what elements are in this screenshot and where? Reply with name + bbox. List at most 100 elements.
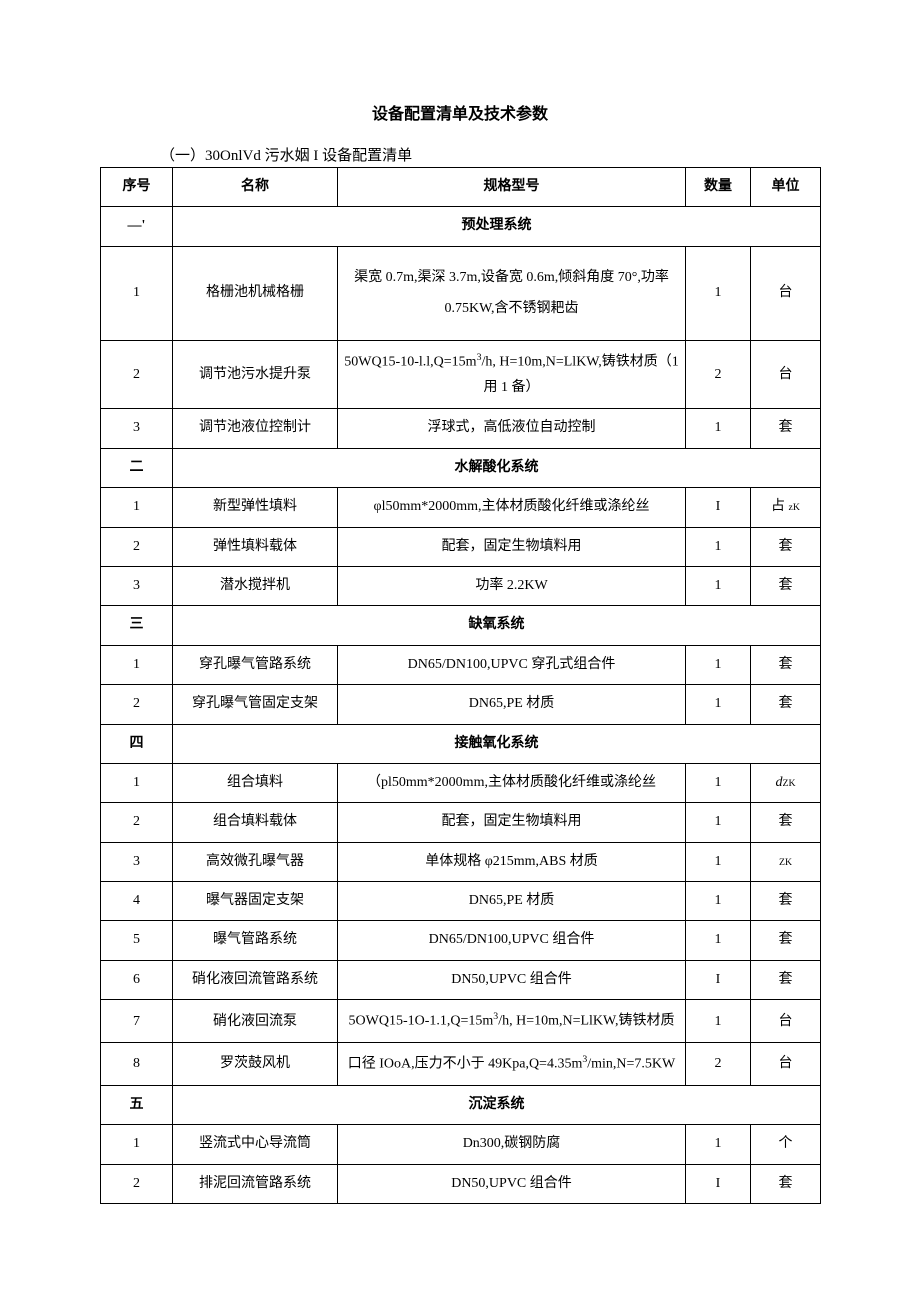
cell-seq: 8	[101, 1043, 173, 1086]
cell-spec: 配套，固定生物填料用	[338, 803, 686, 842]
cell-spec: 浮球式，高低液位自动控制	[338, 409, 686, 448]
cell-name: 格栅池机械格栅	[173, 246, 338, 341]
cell-unit: 套	[751, 960, 821, 999]
cell-seq: 2	[101, 1164, 173, 1203]
cell-unit: dZK	[751, 763, 821, 802]
document-title: 设备配置清单及技术参数	[100, 100, 820, 124]
cell-qty: I	[686, 960, 751, 999]
cell-name: 新型弹性填料	[173, 488, 338, 527]
cell-qty: 1	[686, 409, 751, 448]
table-row: 2调节池污水提升泵50WQ15-10-l.l,Q=15m3/h, H=10m,N…	[101, 341, 821, 409]
table-row: 7硝化液回流泵5OWQ15-1O-1.1,Q=15m3/h, H=10m,N=L…	[101, 1000, 821, 1043]
cell-seq: 3	[101, 842, 173, 881]
section-header-row: —'预处理系统	[101, 207, 821, 246]
cell-qty: 1	[686, 685, 751, 724]
table-row: 1穿孔曝气管路系统DN65/DN100,UPVC 穿孔式组合件1套	[101, 645, 821, 684]
cell-seq: 4	[101, 882, 173, 921]
header-seq: 序号	[101, 168, 173, 207]
table-row: 1新型弹性填料φl50mm*2000mm,主体材质酸化纤维或涤纶丝I占 zK	[101, 488, 821, 527]
cell-spec: φl50mm*2000mm,主体材质酸化纤维或涤纶丝	[338, 488, 686, 527]
section-title: 预处理系统	[173, 207, 821, 246]
cell-unit: 台	[751, 246, 821, 341]
section-label: 二	[101, 448, 173, 487]
cell-spec: DN65/DN100,UPVC 组合件	[338, 921, 686, 960]
cell-unit: 台	[751, 1000, 821, 1043]
cell-spec: Dn300,碳钢防腐	[338, 1125, 686, 1164]
cell-unit: 套	[751, 566, 821, 605]
cell-spec: 功率 2.2KW	[338, 566, 686, 605]
cell-name: 竖流式中心导流筒	[173, 1125, 338, 1164]
cell-unit: 套	[751, 645, 821, 684]
cell-spec: 配套，固定生物填料用	[338, 527, 686, 566]
cell-spec: 单体规格 φ215mm,ABS 材质	[338, 842, 686, 881]
cell-seq: 1	[101, 763, 173, 802]
cell-qty: 1	[686, 1000, 751, 1043]
cell-qty: 1	[686, 566, 751, 605]
section-label: —'	[101, 207, 173, 246]
cell-spec: （pl50mm*2000mm,主体材质酸化纤维或涤纶丝	[338, 763, 686, 802]
cell-name: 曝气管路系统	[173, 921, 338, 960]
cell-unit: 套	[751, 882, 821, 921]
document-page: 设备配置清单及技术参数 （一）30OnlVd 污水姻 I 设备配置清单 序号 名…	[100, 100, 820, 1204]
cell-spec: DN50,UPVC 组合件	[338, 1164, 686, 1203]
header-name: 名称	[173, 168, 338, 207]
section-header-row: 四接触氧化系统	[101, 724, 821, 763]
table-row: 1 格栅池机械格栅渠宽 0.7m,渠深 3.7m,设备宽 0.6m,倾斜角度 70…	[101, 246, 821, 341]
cell-qty: 1	[686, 645, 751, 684]
cell-spec: DN65,PE 材质	[338, 882, 686, 921]
cell-spec: DN65/DN100,UPVC 穿孔式组合件	[338, 645, 686, 684]
table-row: 2穿孔曝气管固定支架DN65,PE 材质1套	[101, 685, 821, 724]
cell-seq: 3	[101, 566, 173, 605]
section-label: 四	[101, 724, 173, 763]
table-body: —'预处理系统1格栅池机械格栅渠宽 0.7m,渠深 3.7m,设备宽 0.6m,…	[101, 207, 821, 1204]
section-title: 沉淀系统	[173, 1085, 821, 1124]
cell-name: 弹性填料载体	[173, 527, 338, 566]
cell-seq: 2	[101, 685, 173, 724]
cell-unit: 套	[751, 685, 821, 724]
cell-name: 硝化液回流泵	[173, 1000, 338, 1043]
cell-unit: 套	[751, 1164, 821, 1203]
cell-unit: 占 zK	[751, 488, 821, 527]
cell-name: 硝化液回流管路系统	[173, 960, 338, 999]
cell-unit: 套	[751, 803, 821, 842]
section-label: 五	[101, 1085, 173, 1124]
table-row: 3调节池液位控制计浮球式，高低液位自动控制1套	[101, 409, 821, 448]
cell-name: 穿孔曝气管固定支架	[173, 685, 338, 724]
header-spec: 规格型号	[338, 168, 686, 207]
document-subtitle: （一）30OnlVd 污水姻 I 设备配置清单	[160, 144, 820, 165]
cell-spec: 50WQ15-10-l.l,Q=15m3/h, H=10m,N=LlKW,铸铁材…	[338, 341, 686, 409]
cell-qty: 1	[686, 246, 751, 341]
cell-qty: 1	[686, 527, 751, 566]
cell-name: 高效微孔曝气器	[173, 842, 338, 881]
cell-qty: 1	[686, 842, 751, 881]
table-row: 4曝气器固定支架DN65,PE 材质1套	[101, 882, 821, 921]
section-header-row: 二水解酸化系统	[101, 448, 821, 487]
cell-seq: 2	[101, 341, 173, 409]
section-header-row: 三缺氧系统	[101, 606, 821, 645]
cell-spec: DN50,UPVC 组合件	[338, 960, 686, 999]
table-row: 3高效微孔曝气器单体规格 φ215mm,ABS 材质1ZK	[101, 842, 821, 881]
table-row: 1竖流式中心导流筒Dn300,碳钢防腐1个	[101, 1125, 821, 1164]
cell-name: 调节池液位控制计	[173, 409, 338, 448]
table-row: 8罗茨鼓风机口径 IOoA,压力不小于 49Kpa,Q=4.35m3/min,N…	[101, 1043, 821, 1086]
header-unit: 单位	[751, 168, 821, 207]
table-row: 5曝气管路系统DN65/DN100,UPVC 组合件1套	[101, 921, 821, 960]
cell-qty: 2	[686, 1043, 751, 1086]
cell-qty: 1	[686, 882, 751, 921]
cell-seq: 1	[101, 1125, 173, 1164]
table-row: 2排泥回流管路系统DN50,UPVC 组合件I套	[101, 1164, 821, 1203]
cell-name: 罗茨鼓风机	[173, 1043, 338, 1086]
cell-spec: 口径 IOoA,压力不小于 49Kpa,Q=4.35m3/min,N=7.5KW	[338, 1043, 686, 1086]
cell-spec: 5OWQ15-1O-1.1,Q=15m3/h, H=10m,N=LlKW,铸铁材…	[338, 1000, 686, 1043]
cell-seq: 2	[101, 527, 173, 566]
cell-unit: 台	[751, 1043, 821, 1086]
cell-spec: 渠宽 0.7m,渠深 3.7m,设备宽 0.6m,倾斜角度 70°,功率 0.7…	[338, 246, 686, 341]
cell-qty: I	[686, 488, 751, 527]
cell-name: 穿孔曝气管路系统	[173, 645, 338, 684]
section-header-row: 五沉淀系统	[101, 1085, 821, 1124]
table-row: 2弹性填料载体配套，固定生物填料用1套	[101, 527, 821, 566]
cell-qty: 1	[686, 803, 751, 842]
cell-qty: 1	[686, 921, 751, 960]
table-row: 2组合填料载体配套，固定生物填料用1套	[101, 803, 821, 842]
cell-unit: 个	[751, 1125, 821, 1164]
